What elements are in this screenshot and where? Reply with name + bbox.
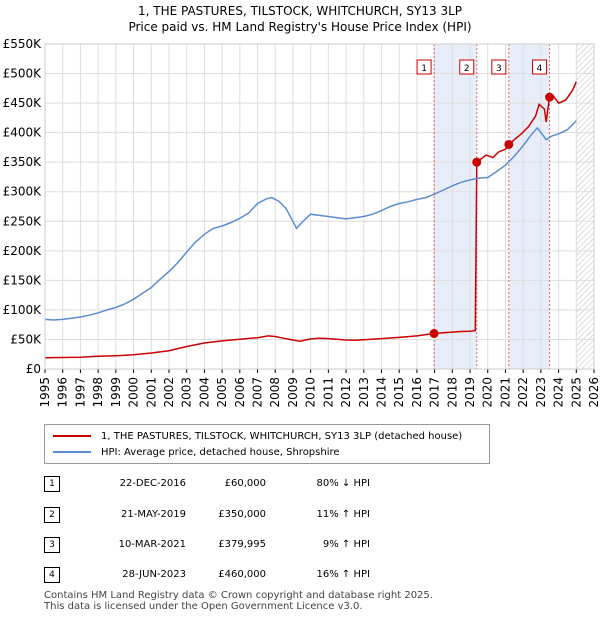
x-tick-label: 2002 (162, 377, 176, 408)
chart-legend: 1, THE PASTURES, TILSTOCK, WHITCHURCH, S… (44, 424, 490, 464)
x-tick-label: 2019 (463, 377, 477, 408)
transaction-number: 3 (44, 537, 60, 553)
transaction-row-3: 3 10-MAR-2021 £379,995 9% ↑ HPI (0, 537, 600, 557)
x-tick-label: 2007 (251, 377, 265, 408)
transaction-date: 22-DEC-2016 (119, 478, 186, 489)
x-tick-label: 2026 (587, 377, 600, 408)
x-tick-label: 2016 (410, 377, 424, 408)
x-tick-label: 2023 (534, 377, 548, 408)
y-tick-label: £500K (3, 67, 43, 81)
legend-item-property: 1, THE PASTURES, TILSTOCK, WHITCHURCH, S… (53, 428, 462, 444)
footer-licence: This data is licensed under the Open Gov… (44, 601, 363, 612)
transaction-hpi: 9% ↑ HPI (322, 539, 370, 550)
x-tick-label: 1998 (91, 377, 105, 408)
y-tick-label: £550K (3, 37, 43, 51)
x-tick-label: 1997 (73, 377, 87, 408)
chart-title: 1, THE PASTURES, TILSTOCK, WHITCHURCH, S… (137, 4, 462, 18)
x-tick-label: 1999 (109, 377, 123, 408)
marker-box (459, 59, 475, 75)
y-tick-label: £50K (10, 332, 42, 346)
x-tick-label: 2014 (374, 377, 388, 408)
x-tick-label: 2008 (268, 377, 282, 408)
x-tick-label: 1995 (38, 377, 52, 408)
transaction-price: £60,000 (224, 478, 266, 489)
transaction-hpi: 11% ↑ HPI (316, 509, 370, 520)
marker-box (491, 59, 507, 75)
chart-subtitle: Price paid vs. HM Land Registry's House … (128, 20, 472, 34)
y-tick-label: £150K (3, 273, 43, 287)
marker-label: 4 (537, 64, 543, 74)
x-tick-label: 2020 (481, 377, 495, 408)
x-tick-label: 2006 (233, 377, 247, 408)
sale-point (429, 329, 439, 339)
x-tick-label: 2005 (215, 377, 229, 408)
legend-label-property: 1, THE PASTURES, TILSTOCK, WHITCHURCH, S… (101, 430, 463, 442)
x-tick-label: 2017 (428, 377, 442, 408)
transaction-date: 28-JUN-2023 (122, 569, 186, 580)
y-tick-label: £200K (3, 244, 43, 258)
transaction-price: £460,000 (218, 569, 266, 580)
x-tick-label: 2010 (304, 377, 318, 408)
forecast-hatch (576, 44, 594, 369)
shaded-span (508, 44, 550, 369)
sale-point (472, 157, 482, 167)
y-tick-label: £100K (3, 303, 43, 317)
transaction-date: 10-MAR-2021 (118, 539, 186, 550)
legend-swatch-hpi (53, 451, 91, 453)
marker-box (532, 59, 548, 75)
y-tick-label: £350K (3, 155, 43, 169)
marker-label: 3 (496, 64, 502, 74)
x-tick-label: 2024 (552, 377, 566, 408)
x-tick-label: 1996 (56, 377, 70, 408)
legend-swatch-property (53, 435, 91, 437)
y-tick-label: £400K (3, 126, 43, 140)
y-tick-label: £300K (3, 185, 43, 199)
x-tick-label: 2013 (357, 377, 371, 408)
x-tick-label: 2001 (144, 377, 158, 408)
legend-item-hpi: HPI: Average price, detached house, Shro… (53, 444, 340, 460)
x-tick-label: 2021 (498, 377, 512, 408)
x-tick-label: 2025 (569, 377, 583, 408)
plot-area (45, 44, 594, 369)
sale-point (545, 92, 555, 102)
transaction-number: 1 (44, 476, 60, 492)
x-tick-label: 2018 (445, 377, 459, 408)
x-tick-label: 2022 (516, 377, 530, 408)
transaction-number: 2 (44, 507, 60, 523)
price-chart: £0 £50K £100K £150K £200K £250K £300K £350K £400… (3, 37, 600, 408)
footer-copyright: Contains HM Land Registry data © Crown c… (44, 590, 433, 601)
marker-label: 2 (464, 64, 470, 74)
marker-box (416, 59, 432, 75)
transaction-row-4: 4 28-JUN-2023 £460,000 16% ↑ HPI (0, 567, 600, 587)
transaction-hpi: 80% ↓ HPI (316, 478, 370, 489)
x-tick-label: 2009 (286, 377, 300, 408)
legend-label-hpi: HPI: Average price, detached house, Shro… (101, 446, 340, 458)
x-tick-label: 2004 (197, 377, 211, 408)
sale-point (504, 139, 514, 149)
transaction-row-2: 2 21-MAY-2019 £350,000 11% ↑ HPI (0, 507, 600, 527)
marker-label: 1 (421, 64, 427, 74)
y-tick-label: £450K (3, 96, 43, 110)
x-tick-label: 2000 (127, 377, 141, 408)
plot-border (44, 43, 595, 370)
transaction-price: £350,000 (218, 509, 266, 520)
property-price-line (44, 81, 577, 359)
transaction-hpi: 16% ↑ HPI (316, 569, 370, 580)
transaction-row-1: 1 22-DEC-2016 £60,000 80% ↓ HPI (0, 476, 600, 496)
y-tick-label: £250K (3, 214, 43, 228)
transaction-date: 21-MAY-2019 (120, 509, 186, 520)
transaction-price: £379,995 (218, 539, 266, 550)
x-tick-label: 2012 (339, 377, 353, 408)
hpi-line (44, 120, 577, 321)
transaction-number: 4 (44, 567, 60, 583)
x-tick-label: 2011 (321, 377, 335, 408)
x-tick-label: 2015 (392, 377, 406, 408)
y-tick-label: £0 (26, 362, 41, 376)
x-tick-label: 2003 (180, 377, 194, 408)
